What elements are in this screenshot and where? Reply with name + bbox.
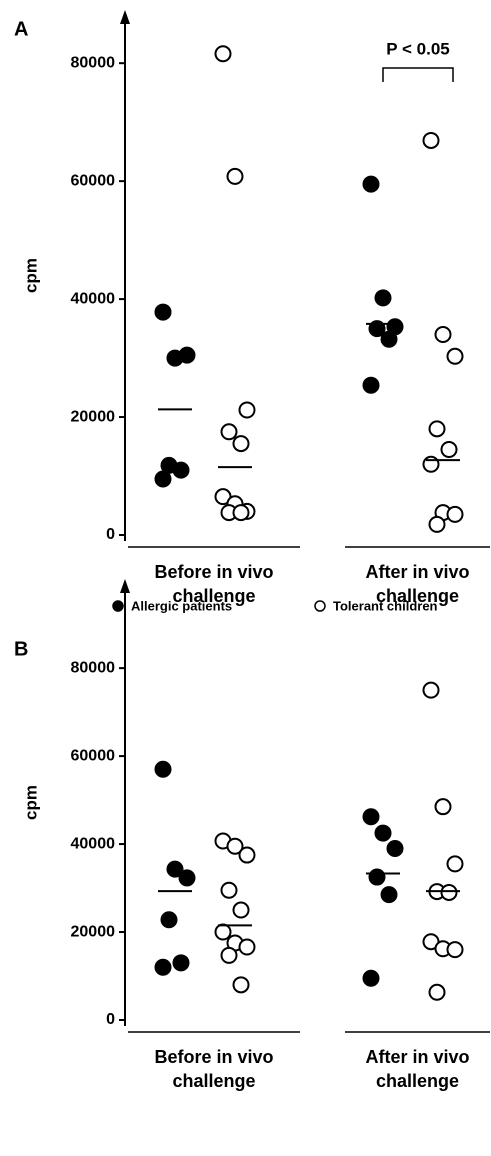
- data-point: [178, 869, 196, 887]
- x-tick-label: After in vivo: [365, 562, 469, 582]
- x-tick-label: challenge: [172, 1071, 255, 1091]
- data-point: [446, 505, 464, 523]
- data-point: [422, 131, 440, 149]
- data-point: [238, 846, 256, 864]
- y-tick-label: 80000: [71, 659, 116, 676]
- data-point: [362, 969, 380, 987]
- y-tick-label: 40000: [71, 290, 116, 307]
- data-point: [422, 681, 440, 699]
- significance-bracket: [382, 67, 454, 82]
- data-point: [446, 941, 464, 959]
- data-point: [238, 401, 256, 419]
- data-point: [214, 923, 232, 941]
- data-point: [362, 175, 380, 193]
- axis-arrow: [120, 579, 130, 593]
- data-point: [380, 330, 398, 348]
- x-tick-label: After in vivo: [365, 1047, 469, 1067]
- data-point: [226, 167, 244, 185]
- data-point: [368, 868, 386, 886]
- data-point: [374, 824, 392, 842]
- data-point: [422, 455, 440, 473]
- data-point: [166, 860, 184, 878]
- y-tick-label: 60000: [71, 172, 116, 189]
- data-point: [374, 289, 392, 307]
- legend-label: Allergic patients: [131, 598, 232, 613]
- data-point: [386, 839, 404, 857]
- data-point: [178, 346, 196, 364]
- data-point: [220, 881, 238, 899]
- data-point: [232, 504, 250, 522]
- panel-label: A: [14, 18, 28, 40]
- y-tick-label: 0: [106, 1011, 115, 1028]
- y-tick-label: 40000: [71, 835, 116, 852]
- y-tick-label: 20000: [71, 408, 116, 425]
- data-point: [362, 376, 380, 394]
- data-point: [154, 470, 172, 488]
- data-point: [172, 461, 190, 479]
- annotation: P < 0.05: [386, 39, 450, 58]
- data-point: [226, 837, 244, 855]
- data-point: [160, 911, 178, 929]
- y-axis-label: cpm: [21, 785, 40, 820]
- legend-marker: [314, 600, 326, 612]
- y-tick-label: 60000: [71, 747, 116, 764]
- data-point: [434, 798, 452, 816]
- data-point: [154, 958, 172, 976]
- legend-marker: [112, 600, 124, 612]
- data-point: [220, 423, 238, 441]
- x-tick-label: Before in vivo: [154, 562, 273, 582]
- data-point: [428, 420, 446, 438]
- x-tick-label: challenge: [376, 586, 459, 606]
- data-point: [220, 946, 238, 964]
- y-tick-label: 80000: [71, 54, 116, 71]
- data-point: [172, 954, 190, 972]
- data-point: [214, 45, 232, 63]
- y-axis-label: cpm: [21, 258, 40, 293]
- data-point: [238, 938, 256, 956]
- data-point: [446, 855, 464, 873]
- data-point: [380, 886, 398, 904]
- x-tick-label: Before in vivo: [154, 1047, 273, 1067]
- y-tick-label: 20000: [71, 923, 116, 940]
- data-point: [440, 440, 458, 458]
- data-point: [232, 976, 250, 994]
- y-tick-label: 0: [106, 526, 115, 543]
- axis-arrow: [120, 10, 130, 24]
- data-point: [154, 760, 172, 778]
- x-tick-label: challenge: [376, 1071, 459, 1091]
- data-point: [232, 901, 250, 919]
- panel-label: B: [14, 638, 28, 660]
- x-tick-label: challenge: [172, 586, 255, 606]
- data-point: [154, 303, 172, 321]
- data-point: [232, 435, 250, 453]
- data-point: [428, 515, 446, 533]
- data-point: [362, 808, 380, 826]
- data-point: [428, 983, 446, 1001]
- data-point: [440, 883, 458, 901]
- data-point: [434, 325, 452, 343]
- data-point: [446, 347, 464, 365]
- legend-label: Tolerant children: [333, 598, 438, 613]
